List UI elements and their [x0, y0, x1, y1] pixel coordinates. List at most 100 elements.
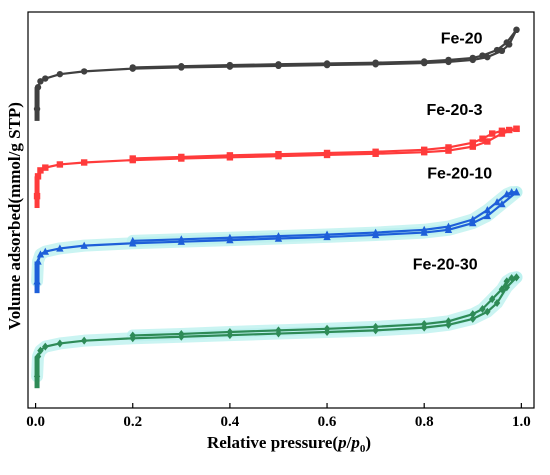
data-point — [479, 52, 486, 59]
data-point — [498, 285, 506, 294]
data-point — [178, 63, 185, 70]
data-point — [129, 155, 136, 162]
data-point — [372, 148, 379, 155]
data-point — [469, 314, 476, 323]
data-point — [420, 320, 428, 329]
data-point — [503, 39, 510, 46]
data-point — [372, 59, 379, 66]
data-point — [513, 26, 520, 34]
highlight-layer — [31, 186, 523, 383]
data-point — [469, 215, 477, 223]
series-label: Fe-20-30 — [413, 256, 478, 273]
data-point — [508, 274, 515, 283]
data-point — [506, 126, 513, 134]
data-point — [178, 329, 185, 338]
data-point — [483, 206, 492, 214]
data-point — [37, 346, 44, 355]
data-point — [513, 273, 520, 282]
data-point — [512, 188, 521, 196]
data-point — [445, 317, 452, 326]
data-point — [226, 152, 234, 159]
data-point — [469, 310, 476, 319]
data-point — [56, 244, 64, 252]
data-point — [34, 352, 42, 361]
data-point — [372, 322, 379, 331]
data-point — [484, 307, 491, 316]
data-point — [498, 200, 506, 208]
data-point — [479, 135, 486, 142]
data-point — [498, 127, 506, 134]
data-point — [493, 46, 501, 54]
x-axis-label: Relative pressure(p/p0) — [207, 433, 371, 455]
data-point — [177, 235, 186, 243]
ticks-layer — [34, 403, 522, 408]
data-point — [42, 75, 49, 82]
series-highlight — [31, 271, 523, 383]
data-point — [469, 139, 476, 146]
data-point — [226, 327, 234, 336]
plot-frame — [27, 11, 535, 409]
data-point — [42, 342, 49, 351]
data-point — [80, 241, 88, 249]
data-point — [493, 198, 501, 206]
data-point — [80, 336, 88, 345]
data-point — [498, 47, 506, 55]
data-point — [129, 331, 136, 340]
series-layer — [33, 26, 521, 389]
data-point — [323, 230, 331, 238]
data-point — [484, 53, 491, 61]
data-point — [275, 326, 282, 335]
data-point — [56, 161, 64, 168]
data-point — [489, 130, 496, 137]
data-point — [34, 173, 42, 180]
data-point — [444, 222, 453, 230]
data-point — [33, 192, 41, 200]
data-point — [420, 225, 428, 233]
data-point — [37, 78, 44, 85]
data-point — [34, 84, 42, 91]
x-tick-label: 0.8 — [415, 414, 434, 430]
data-point — [80, 159, 88, 166]
data-point — [42, 164, 49, 171]
data-point — [513, 125, 520, 133]
data-point — [323, 149, 331, 157]
data-point — [56, 339, 64, 348]
series-label: Fe-20 — [441, 31, 483, 48]
data-point — [226, 233, 234, 241]
x-tick-label: 1.0 — [512, 414, 531, 430]
series-label: Fe-20-3 — [426, 102, 482, 119]
y-axis-label: Volume adsorbed(mmol/g STP) — [5, 102, 24, 330]
series-fe-20 — [33, 26, 520, 121]
data-point — [469, 143, 476, 150]
data-point — [489, 295, 496, 304]
data-point — [80, 68, 88, 75]
data-point — [274, 232, 283, 240]
data-point — [507, 188, 516, 196]
data-point — [493, 299, 501, 308]
data-point — [275, 61, 282, 68]
data-point — [129, 64, 136, 71]
data-point — [33, 277, 41, 285]
data-point — [36, 250, 45, 258]
data-point — [503, 277, 510, 286]
data-point — [503, 190, 511, 198]
data-point — [33, 105, 41, 113]
data-point — [41, 247, 50, 255]
data-point — [323, 324, 331, 333]
series-fe-20-3 — [33, 125, 520, 209]
data-point — [420, 58, 428, 65]
data-point — [445, 144, 452, 151]
x-tick-label: 0.0 — [26, 414, 45, 430]
data-point — [129, 236, 137, 245]
data-point — [484, 138, 491, 145]
data-point — [275, 150, 282, 158]
data-point — [479, 305, 486, 313]
data-point — [34, 257, 42, 265]
data-point — [503, 283, 510, 292]
data-point — [371, 228, 380, 236]
series-label: Fe-20-10 — [427, 165, 492, 182]
x-tick-label: 0.4 — [221, 414, 240, 430]
series-fe-20-10 — [33, 188, 521, 294]
data-point — [445, 56, 452, 64]
series-fe-20-30 — [33, 273, 520, 389]
